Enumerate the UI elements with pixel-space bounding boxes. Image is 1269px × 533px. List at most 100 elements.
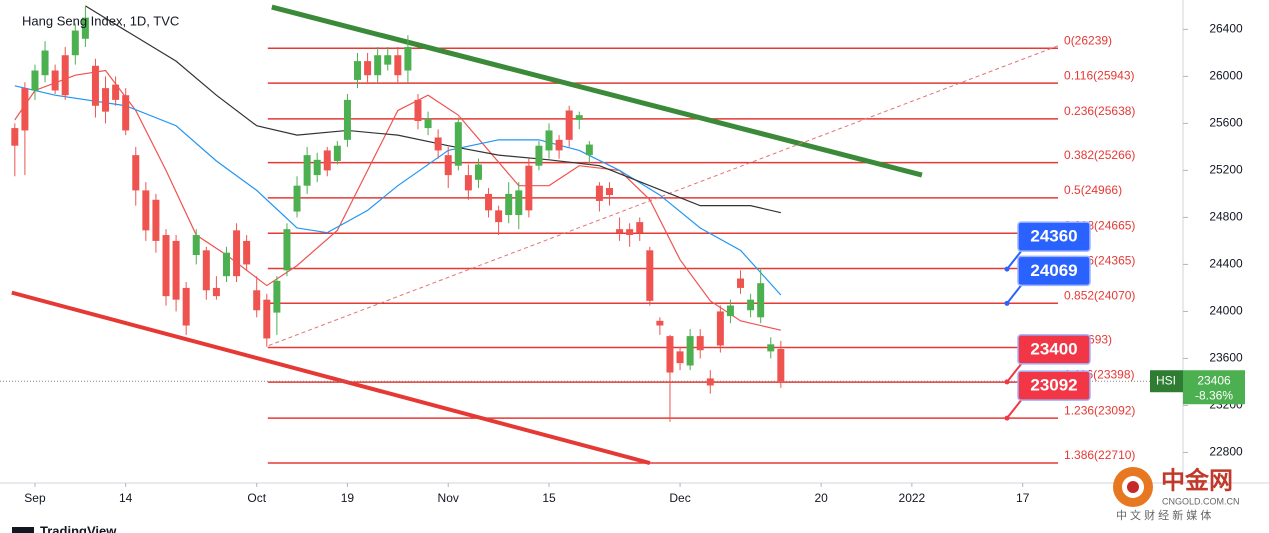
candle-body [696, 336, 704, 351]
x-tick-label: Nov [438, 491, 459, 505]
x-tick-label: 14 [119, 491, 133, 505]
callout-pointer [1006, 283, 1023, 304]
callout-dot [1004, 266, 1010, 272]
logo-dot [1127, 481, 1139, 493]
candle-body [354, 61, 362, 80]
candle-body [162, 235, 170, 297]
candle-body [374, 55, 382, 76]
candle-body [61, 55, 69, 96]
candle-body [394, 55, 402, 76]
chart-title: Hang Seng Index, 1D, TVC [22, 13, 179, 28]
y-tick-label: 24000 [1209, 304, 1243, 318]
candle-body [676, 351, 684, 364]
candle-body [51, 70, 59, 91]
fib-label: 0.5(24966) [1064, 183, 1122, 197]
fib-label: 0.852(24070) [1064, 288, 1135, 302]
candle-body [253, 290, 261, 311]
candle-body [434, 137, 442, 151]
candle-body [313, 159, 321, 176]
x-tick-label: Oct [247, 491, 266, 505]
candle-body [172, 240, 180, 300]
callout-dot [1004, 300, 1010, 306]
candle-body [454, 122, 462, 166]
candle-body [81, 17, 89, 39]
candle-body [91, 65, 99, 106]
candle-body [515, 190, 523, 216]
candle-body [142, 190, 150, 231]
watermark: 中金网 CNGOLD.COM.CN 中 文 财 经 新 媒 体 [1113, 466, 1240, 522]
candle-body [656, 320, 664, 326]
candle-body [525, 165, 533, 211]
fib-label: 0(26239) [1064, 33, 1112, 47]
candle-body [293, 185, 301, 212]
candle-body [767, 344, 775, 352]
candle-body [555, 139, 563, 151]
candle-body [626, 229, 634, 236]
candle-body [605, 188, 613, 196]
candle-body [31, 70, 39, 91]
candle-body [545, 130, 553, 151]
fib-label: 1.236(23092) [1064, 403, 1135, 417]
candle-body [202, 250, 210, 291]
x-tick-label: Dec [669, 491, 690, 505]
y-tick-label: 24800 [1209, 210, 1243, 224]
y-tick-label: 25200 [1209, 163, 1243, 177]
callout-dot [1004, 379, 1010, 385]
callout-pointer [1006, 362, 1023, 383]
logo-domain: CNGOLD.COM.CN [1162, 496, 1240, 506]
y-tick-label: 23600 [1209, 351, 1243, 365]
callout-label: 23400 [1030, 339, 1077, 358]
candle-body [343, 99, 351, 140]
x-tick-label: 20 [814, 491, 828, 505]
symbol-label: HSI [1156, 373, 1176, 387]
candle-body [686, 336, 694, 366]
fib-label: 0.382(25266) [1064, 148, 1135, 162]
callout-dot [1004, 415, 1010, 421]
fib-label: 0.116(25943) [1064, 68, 1135, 82]
price-tag [1183, 370, 1245, 405]
candle-body [222, 252, 230, 277]
candle-body [404, 47, 412, 71]
candle-body [424, 118, 432, 129]
x-tick-label: 19 [341, 491, 355, 505]
x-tick-label: 15 [542, 491, 556, 505]
candle-body [464, 175, 472, 191]
fib-label: 0.236(25638) [1064, 104, 1135, 118]
candle-body [636, 222, 644, 233]
callout-label: 23092 [1030, 376, 1077, 395]
trendline [11, 290, 651, 465]
candle-body [21, 88, 29, 131]
callout-pointer [1006, 249, 1023, 270]
y-tick-label: 22800 [1209, 445, 1243, 459]
candle-body [474, 164, 482, 180]
x-tick-label: Sep [24, 491, 46, 505]
x-tick-label: 17 [1016, 491, 1030, 505]
callout-pointer [1006, 398, 1023, 419]
candle-body [616, 229, 624, 233]
candle-body [716, 311, 724, 346]
candle-body [444, 155, 452, 176]
y-tick-label: 24400 [1209, 257, 1243, 271]
price-label: 23406 [1197, 373, 1231, 387]
candle-body [414, 99, 422, 122]
candle-body [747, 299, 755, 311]
candle-body [595, 185, 603, 201]
candle-body [495, 210, 503, 223]
x-tick-label: 2022 [899, 491, 926, 505]
callout-label: 24360 [1030, 227, 1077, 246]
candle-body [182, 287, 190, 326]
symbol-tag [1150, 370, 1183, 393]
fib-label: 1.386(22710) [1064, 448, 1135, 462]
callout-box [1017, 255, 1091, 287]
candle-body [263, 299, 271, 339]
candle-body [585, 144, 593, 156]
candle-body [122, 95, 130, 131]
candle-body [102, 88, 110, 112]
candle-body [666, 336, 674, 373]
candle-body [41, 50, 49, 76]
logo-tagline: 中 文 财 经 新 媒 体 [1116, 508, 1211, 522]
candle-body [505, 193, 513, 216]
logo-name: 中金网 [1161, 466, 1233, 494]
